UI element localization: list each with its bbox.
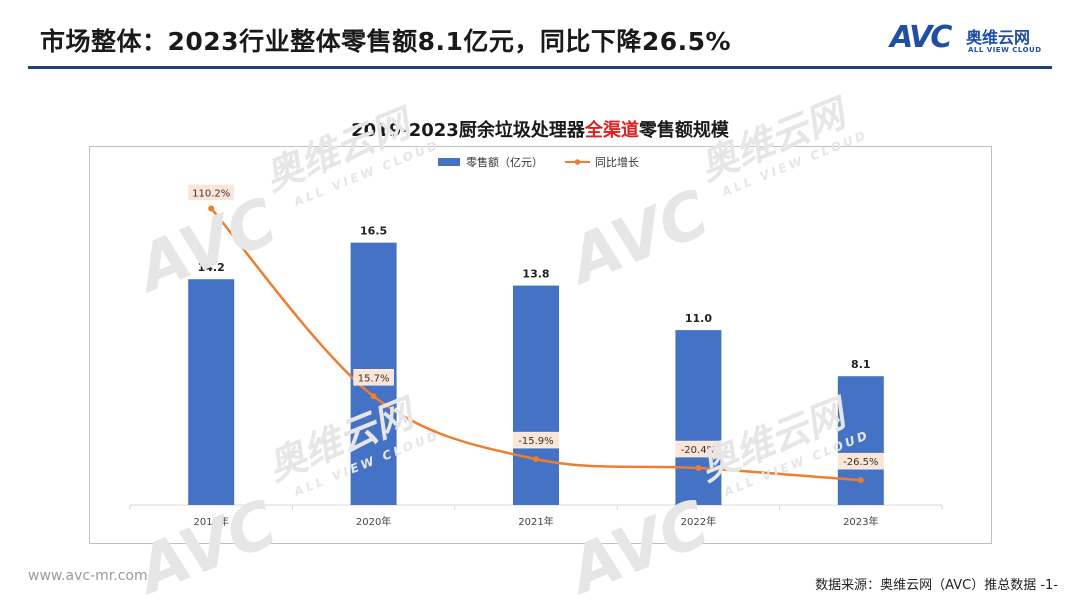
- bar-value-label: 14.2: [198, 261, 225, 274]
- bar-value-label: 8.1: [851, 358, 871, 371]
- legend-swatch-marker: [574, 159, 581, 165]
- bar-value-label: 11.0: [685, 312, 712, 325]
- chart-title-highlight: 全渠道: [584, 120, 639, 141]
- x-tick-label: 2019年: [193, 515, 228, 528]
- brand-name-en: ALL VIEW CLOUD: [968, 46, 1042, 54]
- growth-value-label: 15.7%: [358, 373, 390, 384]
- bar: [513, 285, 559, 505]
- growth-point: [533, 456, 539, 463]
- bar: [188, 279, 235, 505]
- chart-svg: 零售额（亿元） 同比增长 14.2 2019年 16.5 2020年 13.8 2021年 11…: [129, 155, 943, 528]
- growth-value-label: -20.4%: [681, 445, 716, 456]
- brand-mark: AVC: [890, 20, 952, 55]
- page-header: 市场整体：2023行业整体零售额8.1亿元，同比下降26.5% AVC 奥维云网…: [0, 0, 1080, 69]
- growth-point: [370, 393, 377, 400]
- growth-label-box: [512, 431, 560, 449]
- x-tick-label: 2021年: [518, 515, 553, 528]
- growth-label-box: [837, 452, 885, 470]
- footer-url: www.avc-mr.com: [28, 568, 148, 584]
- growth-value-label: 110.2%: [192, 188, 230, 199]
- page-title: 市场整体：2023行业整体零售额8.1亿元，同比下降26.5%: [40, 27, 732, 56]
- growth-value-label: -26.5%: [843, 457, 878, 468]
- legend-swatch-bar: [438, 158, 460, 166]
- brand-logo: AVC 奥维云网 ALL VIEW CLOUD: [890, 20, 1060, 60]
- footer-source: 数据来源：奥维云网（AVC）推总数据 -1-: [815, 578, 1058, 593]
- growth-point: [208, 205, 215, 212]
- bar-value-label: 16.5: [360, 225, 387, 238]
- legend-label-bar: 零售额（亿元）: [466, 155, 543, 169]
- growth-value-label: -15.9%: [518, 436, 553, 447]
- growth-point: [857, 477, 864, 484]
- growth-point: [695, 465, 702, 472]
- chart-title-prefix: 2019-2023厨余垃圾处理器: [351, 120, 585, 141]
- chart-area: 零售额（亿元） 同比增长 14.2 2019年 16.5 2020年 13.8 2021年 11…: [89, 146, 992, 544]
- growth-label-box: [187, 184, 235, 201]
- growth-label-box: [674, 440, 722, 458]
- x-tick-label: 2020年: [356, 515, 391, 528]
- growth-line: [210, 207, 861, 482]
- bar: [675, 330, 722, 505]
- growth-label-box: [353, 369, 394, 386]
- brand-name-cn: 奥维云网: [966, 28, 1031, 47]
- chart-title-suffix: 零售额规模: [638, 120, 729, 141]
- x-tick-label: 2023年: [843, 515, 878, 528]
- legend-label-line: 同比增长: [595, 155, 639, 169]
- bar-value-label: 13.8: [522, 268, 549, 281]
- x-tick-label: 2022年: [681, 515, 716, 528]
- chart-title: 2019-2023厨余垃圾处理器全渠道零售额规模: [0, 116, 1080, 142]
- bar: [837, 376, 884, 505]
- header-divider: [28, 66, 1052, 69]
